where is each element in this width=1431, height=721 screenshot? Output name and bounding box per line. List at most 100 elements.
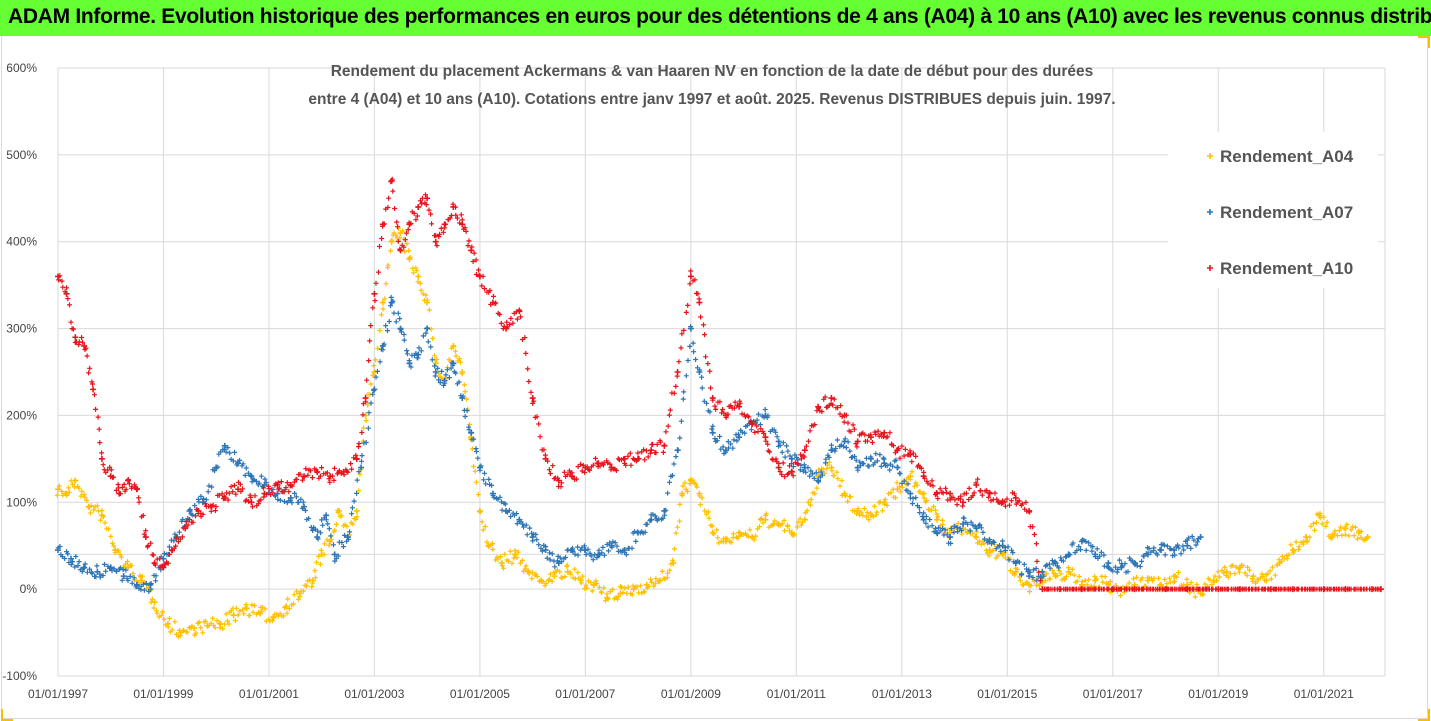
- data-point: [854, 507, 861, 514]
- point-cluster: [1026, 566, 1044, 583]
- x-tick-label: 01/01/2017: [1083, 687, 1143, 701]
- point-cluster: [423, 202, 437, 239]
- data-point: [1092, 577, 1099, 584]
- point-cluster: [1119, 555, 1136, 575]
- point-cluster: [907, 495, 925, 519]
- data-point: [538, 577, 545, 584]
- data-point: [415, 351, 422, 358]
- point-cluster: [907, 448, 924, 471]
- data-point: [107, 473, 114, 480]
- data-point: [828, 464, 835, 471]
- frame-corner-bottom-right: [1418, 709, 1430, 721]
- data-point: [1364, 534, 1371, 541]
- data-point: [635, 529, 642, 536]
- data-point: [1131, 586, 1138, 593]
- data-point: [696, 369, 703, 375]
- data-point: [327, 538, 334, 545]
- point-cluster: [359, 391, 376, 464]
- data-point: [1184, 586, 1191, 593]
- point-cluster: [1013, 565, 1030, 588]
- point-cluster: [68, 554, 85, 574]
- point-cluster: [723, 531, 741, 545]
- point-cluster: [346, 469, 362, 542]
- data-point: [788, 529, 795, 536]
- data-point: [621, 455, 628, 462]
- point-cluster: [674, 281, 693, 379]
- data-point: [762, 516, 769, 523]
- data-point: [72, 477, 79, 484]
- data-point: [323, 512, 330, 519]
- data-point: [235, 460, 242, 467]
- data-point: [828, 395, 835, 402]
- data-point: [142, 534, 149, 541]
- data-point: [459, 395, 466, 402]
- data-point: [555, 560, 562, 567]
- point-cluster: [415, 330, 429, 361]
- point-cluster: [1066, 565, 1083, 591]
- data-point: [709, 395, 716, 402]
- data-point: [503, 507, 510, 514]
- point-cluster: [543, 544, 560, 570]
- point-cluster: [459, 371, 473, 427]
- data-point: [801, 464, 808, 471]
- data-point: [274, 490, 281, 497]
- point-cluster: [371, 312, 384, 369]
- point-cluster: [688, 268, 701, 297]
- point-cluster: [1039, 558, 1056, 581]
- data-point: [450, 203, 457, 210]
- point-cluster: [737, 398, 753, 425]
- data-point: [920, 490, 927, 497]
- data-point: [55, 486, 61, 493]
- point-cluster: [262, 476, 278, 499]
- page-title: ADAM Informe. Evolution historique des p…: [8, 5, 1431, 28]
- data-point: [643, 581, 650, 588]
- x-tick-label: 01/01/1999: [133, 687, 193, 701]
- data-point: [1012, 568, 1019, 575]
- point-cluster: [881, 430, 898, 456]
- point-cluster: [828, 396, 845, 420]
- data-point: [674, 369, 681, 375]
- data-point: [450, 342, 457, 349]
- point-cluster: [323, 517, 336, 548]
- y-tick-label: -100%: [2, 669, 37, 683]
- data-point: [112, 547, 119, 554]
- data-point: [1197, 534, 1204, 541]
- point-cluster: [243, 602, 262, 618]
- data-point: [415, 273, 422, 280]
- x-axis: 01/01/1997 01/01/1999 01/01/2001 01/01/2003…: [28, 687, 1354, 701]
- data-point: [388, 238, 395, 245]
- legend-marker: [1207, 153, 1213, 159]
- data-point: [257, 610, 264, 617]
- point-cluster: [491, 293, 507, 332]
- data-point: [674, 447, 681, 454]
- point-cluster: [354, 401, 366, 462]
- data-point: [441, 221, 448, 228]
- data-point: [204, 622, 211, 629]
- data-point: [270, 613, 277, 620]
- data-point: [397, 247, 404, 254]
- data-point: [1092, 551, 1099, 558]
- x-tick-label: 01/01/2009: [661, 687, 721, 701]
- data-point: [287, 481, 294, 488]
- frame-corner-bottom-left: [1, 709, 13, 721]
- data-point: [1369, 586, 1375, 593]
- data-point: [542, 547, 549, 554]
- data-point: [1250, 573, 1257, 580]
- data-point: [577, 577, 584, 584]
- data-point: [1012, 494, 1019, 501]
- data-point: [617, 590, 624, 597]
- data-point: [1267, 586, 1274, 593]
- data-point: [709, 429, 716, 436]
- point-cluster: [503, 501, 520, 527]
- data-point: [1316, 512, 1323, 519]
- data-point: [168, 547, 175, 554]
- data-point: [406, 360, 413, 367]
- data-point: [736, 434, 743, 441]
- scatter-chart: -100% 0% 100% 200% 300% 400% 500% 600% 01/01/19…: [2, 61, 1386, 701]
- point-cluster: [192, 618, 209, 638]
- data-point: [450, 360, 457, 367]
- data-point: [564, 568, 571, 575]
- data-point: [55, 547, 61, 554]
- series-layer: [54, 176, 1384, 640]
- point-cluster: [648, 511, 666, 523]
